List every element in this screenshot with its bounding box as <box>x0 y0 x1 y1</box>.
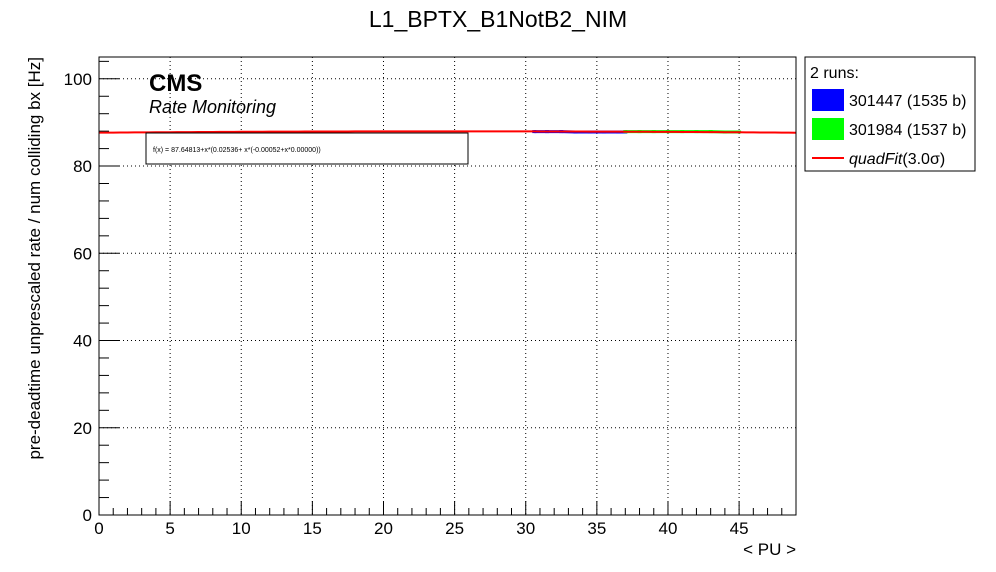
y-tick-label: 60 <box>73 244 92 263</box>
fit-curve <box>98 130 797 134</box>
grid <box>98 57 796 516</box>
legend-label-run-2: 301984 (1537 b) <box>849 122 966 139</box>
legend-frame <box>804 56 976 172</box>
cms-label: CMS <box>149 70 202 97</box>
chart-title: L1_BPTX_B1NotB2_NIM <box>369 6 627 32</box>
fit-formula-text: f(x) = 87.64813+x*(0.02536+ x*(-0.00052+… <box>153 147 321 154</box>
x-axis: 0 5 10 15 20 25 30 35 40 45 <box>94 501 797 538</box>
x-tick-label: 0 <box>94 519 103 538</box>
y-tick-label: 0 <box>83 506 92 525</box>
x-tick-label: 15 <box>303 519 322 538</box>
legend-fit-name: quadFit <box>849 151 903 168</box>
fit-formula-box: f(x) = 87.64813+x*(0.02536+ x*(-0.00052+… <box>145 132 469 165</box>
legend-label-run-1: 301447 (1535 b) <box>849 93 966 110</box>
rate-monitoring-label: Rate Monitoring <box>149 97 276 117</box>
x-axis-label: < PU > <box>743 540 796 559</box>
y-tick-label: 20 <box>73 419 92 438</box>
x-tick-label: 35 <box>587 519 606 538</box>
fit-layer <box>98 130 797 134</box>
y-tick-label: 40 <box>73 332 92 351</box>
y-tick-label: 80 <box>73 157 92 176</box>
x-tick-label: 45 <box>730 519 749 538</box>
y-axis: 0 20 40 60 80 100 <box>64 60 119 525</box>
fit-formula-frame <box>145 132 469 165</box>
y-tick-label: 100 <box>64 70 92 89</box>
legend-swatch-run-2 <box>812 118 844 140</box>
legend-fit-sigma: (3.0σ) <box>902 151 945 168</box>
y-axis-label: pre-deadtime unprescaled rate / num coll… <box>25 57 44 460</box>
x-tick-label: 25 <box>445 519 464 538</box>
x-tick-label: 5 <box>165 519 174 538</box>
legend: 2 runs: 301447 (1535 b) 301984 (1537 b) … <box>804 56 976 172</box>
plot-frame <box>98 56 797 516</box>
legend-header: 2 runs: <box>810 65 859 82</box>
legend-fit-label: quadFit(3.0σ) <box>849 151 945 168</box>
x-tick-label: 20 <box>374 519 393 538</box>
x-tick-label: 40 <box>659 519 678 538</box>
legend-swatch-run-1 <box>812 89 844 111</box>
x-tick-label: 30 <box>516 519 535 538</box>
x-tick-label: 10 <box>232 519 251 538</box>
